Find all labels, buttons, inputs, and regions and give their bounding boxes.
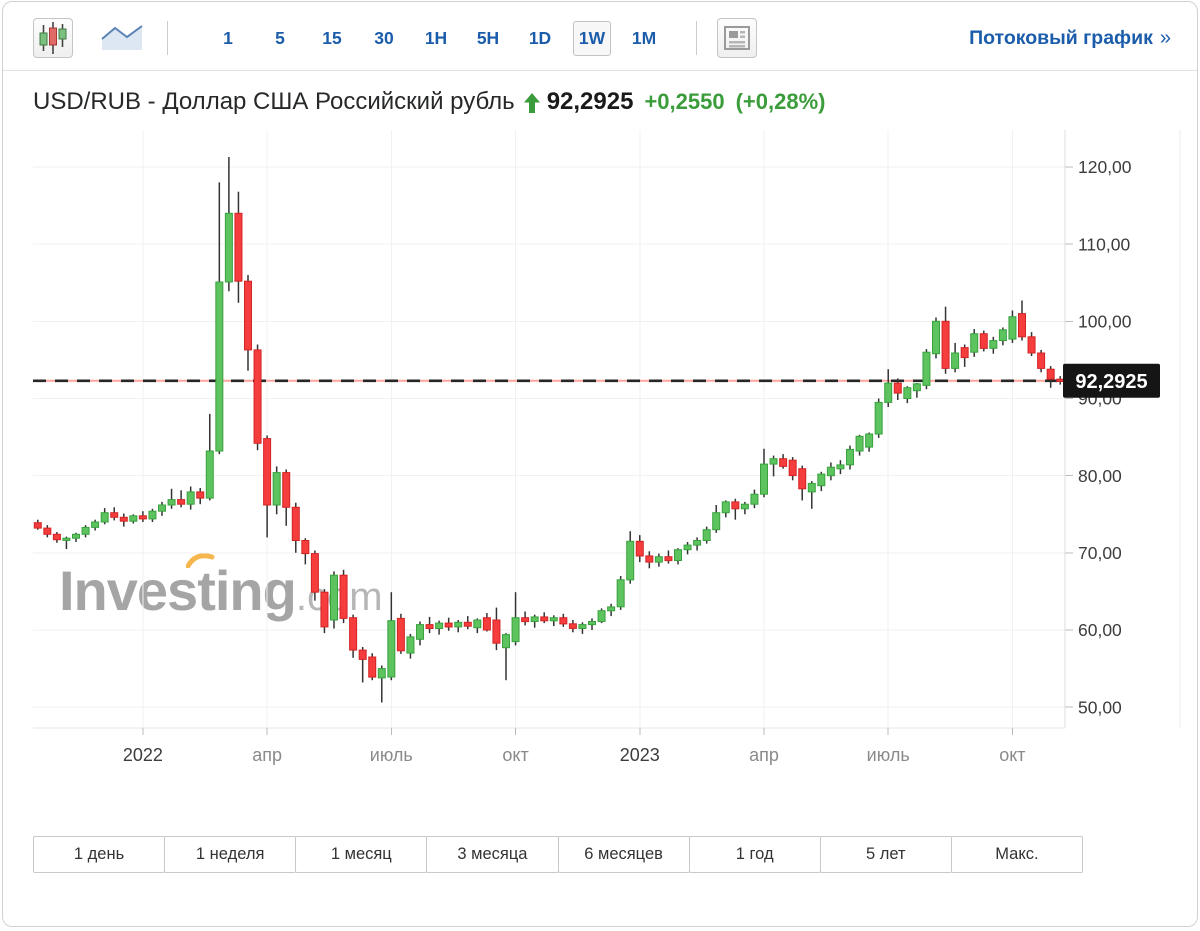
svg-text:апр: апр bbox=[749, 745, 779, 765]
watermark-brand: Investing bbox=[59, 559, 297, 622]
svg-text:92,2925: 92,2925 bbox=[1075, 371, 1147, 393]
svg-text:80,00: 80,00 bbox=[1078, 466, 1122, 486]
svg-text:50,00: 50,00 bbox=[1078, 697, 1122, 717]
range-button-1w[interactable]: 1 неделя bbox=[164, 836, 297, 873]
interval-30[interactable]: 30 bbox=[374, 27, 394, 48]
interval-group: 1 5 15 30 1H 5H 1D 1W 1M bbox=[202, 20, 670, 56]
chart-toolbar: 1 5 15 30 1H 5H 1D 1W 1M Потоковый график » bbox=[3, 2, 1197, 71]
svg-text:июль: июль bbox=[370, 745, 413, 765]
interval-5h[interactable]: 5H bbox=[476, 27, 500, 48]
interval-1m[interactable]: 1M bbox=[631, 27, 657, 48]
svg-text:2022: 2022 bbox=[123, 745, 163, 765]
range-button-1y[interactable]: 1 год bbox=[688, 836, 821, 873]
range-button-6m[interactable]: 6 месяцев bbox=[557, 836, 690, 873]
toolbar-divider bbox=[696, 21, 697, 55]
svg-text:70,00: 70,00 bbox=[1078, 543, 1122, 563]
candlestick-icon bbox=[39, 22, 67, 54]
svg-text:100,00: 100,00 bbox=[1078, 312, 1132, 332]
price-change: +0,2550 bbox=[644, 89, 725, 114]
line-chart-button[interactable] bbox=[97, 18, 147, 58]
svg-text:окт: окт bbox=[999, 745, 1025, 765]
interval-5[interactable]: 5 bbox=[275, 27, 285, 48]
svg-text:60,00: 60,00 bbox=[1078, 620, 1122, 640]
svg-text:июль: июль bbox=[867, 745, 910, 765]
candlestick-chart-button[interactable] bbox=[33, 18, 73, 58]
news-panel-button[interactable] bbox=[717, 18, 757, 58]
svg-text:окт: окт bbox=[502, 745, 528, 765]
range-button-row: 1 день 1 неделя 1 месяц 3 месяца 6 месяцев 1 … bbox=[33, 836, 1083, 873]
interval-1w[interactable]: 1W bbox=[573, 20, 611, 56]
price-change-percent: (+0,28%) bbox=[735, 89, 826, 114]
instrument-header: USD/RUB - Доллар США Российский рубль 92… bbox=[33, 88, 1197, 116]
range-button-3m[interactable]: 3 месяца bbox=[426, 836, 559, 873]
price-up-arrow-icon bbox=[523, 93, 540, 113]
news-icon bbox=[724, 26, 750, 50]
interval-15[interactable]: 15 bbox=[322, 27, 342, 48]
range-button-1m[interactable]: 1 месяц bbox=[295, 836, 428, 873]
interval-1d[interactable]: 1D bbox=[528, 27, 552, 48]
svg-text:120,00: 120,00 bbox=[1078, 157, 1132, 177]
svg-text:110,00: 110,00 bbox=[1078, 234, 1130, 254]
last-price: 92,2925 bbox=[546, 88, 634, 115]
price-chart-canvas[interactable]: 120,00 110,00 100,00 90,00 80,00 70,00 60,00 50… bbox=[33, 130, 1183, 778]
interval-1[interactable]: 1 bbox=[223, 27, 233, 48]
streaming-chart-link[interactable]: Потоковый график » bbox=[969, 27, 1171, 50]
range-button-5y[interactable]: 5 лет bbox=[819, 836, 952, 873]
investing-watermark: Investing.com bbox=[59, 553, 383, 623]
instrument-title: USD/RUB - Доллар США Российский рубль bbox=[33, 88, 515, 115]
chart-area: Investing.com 120,00 110,00 100,00 90,00 80,… bbox=[33, 130, 1183, 778]
line-chart-icon bbox=[101, 25, 143, 50]
svg-text:апр: апр bbox=[252, 745, 282, 765]
interval-1h[interactable]: 1H bbox=[424, 27, 448, 48]
svg-text:2023: 2023 bbox=[620, 745, 660, 765]
range-button-max[interactable]: Макс. bbox=[950, 836, 1083, 873]
double-chevron-right-icon: » bbox=[1159, 26, 1171, 49]
toolbar-divider bbox=[167, 21, 168, 55]
range-button-1d[interactable]: 1 день bbox=[33, 836, 166, 873]
streaming-chart-link-label: Потоковый график bbox=[969, 26, 1153, 49]
watermark-tld: .com bbox=[295, 575, 383, 619]
watermark-accent-swoosh bbox=[186, 553, 215, 568]
